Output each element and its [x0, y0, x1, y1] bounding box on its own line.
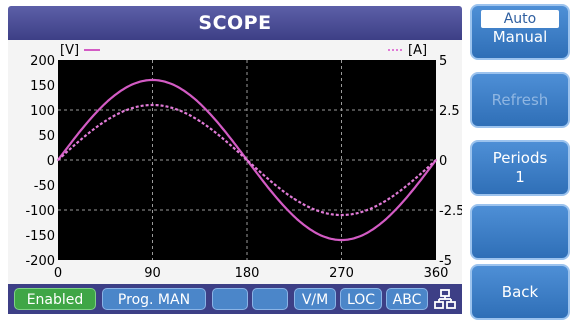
right-axis-tick-label: 2.5 — [439, 104, 460, 119]
periods-value: 1 — [515, 168, 525, 186]
loc-status[interactable]: LOC — [340, 288, 382, 310]
mode-button[interactable]: Auto Manual — [470, 4, 570, 60]
network-icon — [434, 289, 456, 309]
blank-softkey[interactable] — [470, 204, 570, 260]
mode-manual-label: Manual — [492, 28, 548, 46]
scope-screen: SCOPE [V] [A] 200 150 100 50 0 -50 -100 -150 -20… — [8, 6, 464, 314]
current-data-point — [198, 120, 201, 122]
current-data-point — [57, 159, 59, 161]
program-mode-status[interactable]: Prog. MAN — [102, 288, 206, 310]
left-axis-tick-label: 50 — [38, 129, 55, 144]
left-axis-tick-label: -50 — [34, 179, 55, 194]
x-axis-tick-label: 90 — [144, 266, 161, 281]
voltage-data-point — [293, 215, 296, 218]
scope-plot-area: [V] [A] 200 150 100 50 0 -50 -100 -150 -200 5 2.5 0… — [8, 40, 464, 284]
scope-chart: [V] [A] 200150100500-50-100-150-20052.50… — [8, 40, 464, 284]
plot-traces — [57, 78, 437, 242]
voltage-data-point — [198, 102, 201, 105]
voltage-data-point — [340, 239, 343, 241]
plot-grid — [58, 60, 436, 260]
empty-status-slot-2 — [252, 288, 288, 310]
left-unit-label: [V] — [60, 43, 79, 58]
right-axis-tick-label: -2.5 — [439, 204, 462, 219]
title-bar: SCOPE — [8, 6, 462, 40]
current-data-point — [293, 198, 296, 200]
plot-legend: [V] [A] — [60, 43, 427, 58]
voltage-data-point — [104, 102, 107, 105]
voltage-data-point — [151, 79, 154, 81]
left-axis-tick-label: -200 — [25, 254, 55, 269]
left-axis-tick-label: -100 — [25, 204, 55, 219]
page-title: SCOPE — [198, 12, 272, 34]
left-axis-tick-label: 200 — [30, 54, 55, 69]
vm-status[interactable]: V/M — [294, 288, 336, 310]
enabled-status[interactable]: Enabled — [14, 288, 96, 310]
mode-auto-label: Auto — [481, 10, 559, 28]
x-axis-tick-label: 270 — [329, 266, 354, 281]
current-data-point — [435, 159, 437, 161]
current-data-point — [151, 104, 154, 106]
periods-label: Periods — [492, 149, 548, 167]
abc-status[interactable]: ABC — [386, 288, 428, 310]
x-axis-tick-label: 180 — [235, 266, 260, 281]
status-bar: Enabled Prog. MAN V/M LOC ABC — [8, 284, 462, 314]
left-axis-tick-label: -150 — [25, 229, 55, 244]
empty-status-slot-1 — [212, 288, 248, 310]
voltage-data-point — [387, 215, 390, 218]
right-axis-tick-label: -5 — [439, 254, 452, 269]
current-data-point — [246, 159, 248, 161]
left-axis-tick-label: 150 — [30, 79, 55, 94]
right-axis-tick-label: 5 — [439, 54, 447, 69]
current-data-point — [104, 120, 107, 122]
refresh-label: Refresh — [491, 91, 549, 109]
left-axis-tick-label: 100 — [30, 104, 55, 119]
back-button[interactable]: Back — [470, 264, 570, 320]
x-axis-tick-label: 0 — [54, 266, 62, 281]
periods-button[interactable]: Periods 1 — [470, 140, 570, 196]
x-axis-tick-label: 360 — [424, 266, 449, 281]
current-data-point — [340, 214, 343, 216]
refresh-button[interactable]: Refresh — [470, 72, 570, 128]
current-data-point — [387, 198, 390, 200]
back-label: Back — [501, 283, 539, 301]
left-axis-tick-label: 0 — [47, 154, 55, 169]
right-unit-label: [A] — [408, 43, 427, 58]
right-axis-tick-label: 0 — [439, 154, 447, 169]
